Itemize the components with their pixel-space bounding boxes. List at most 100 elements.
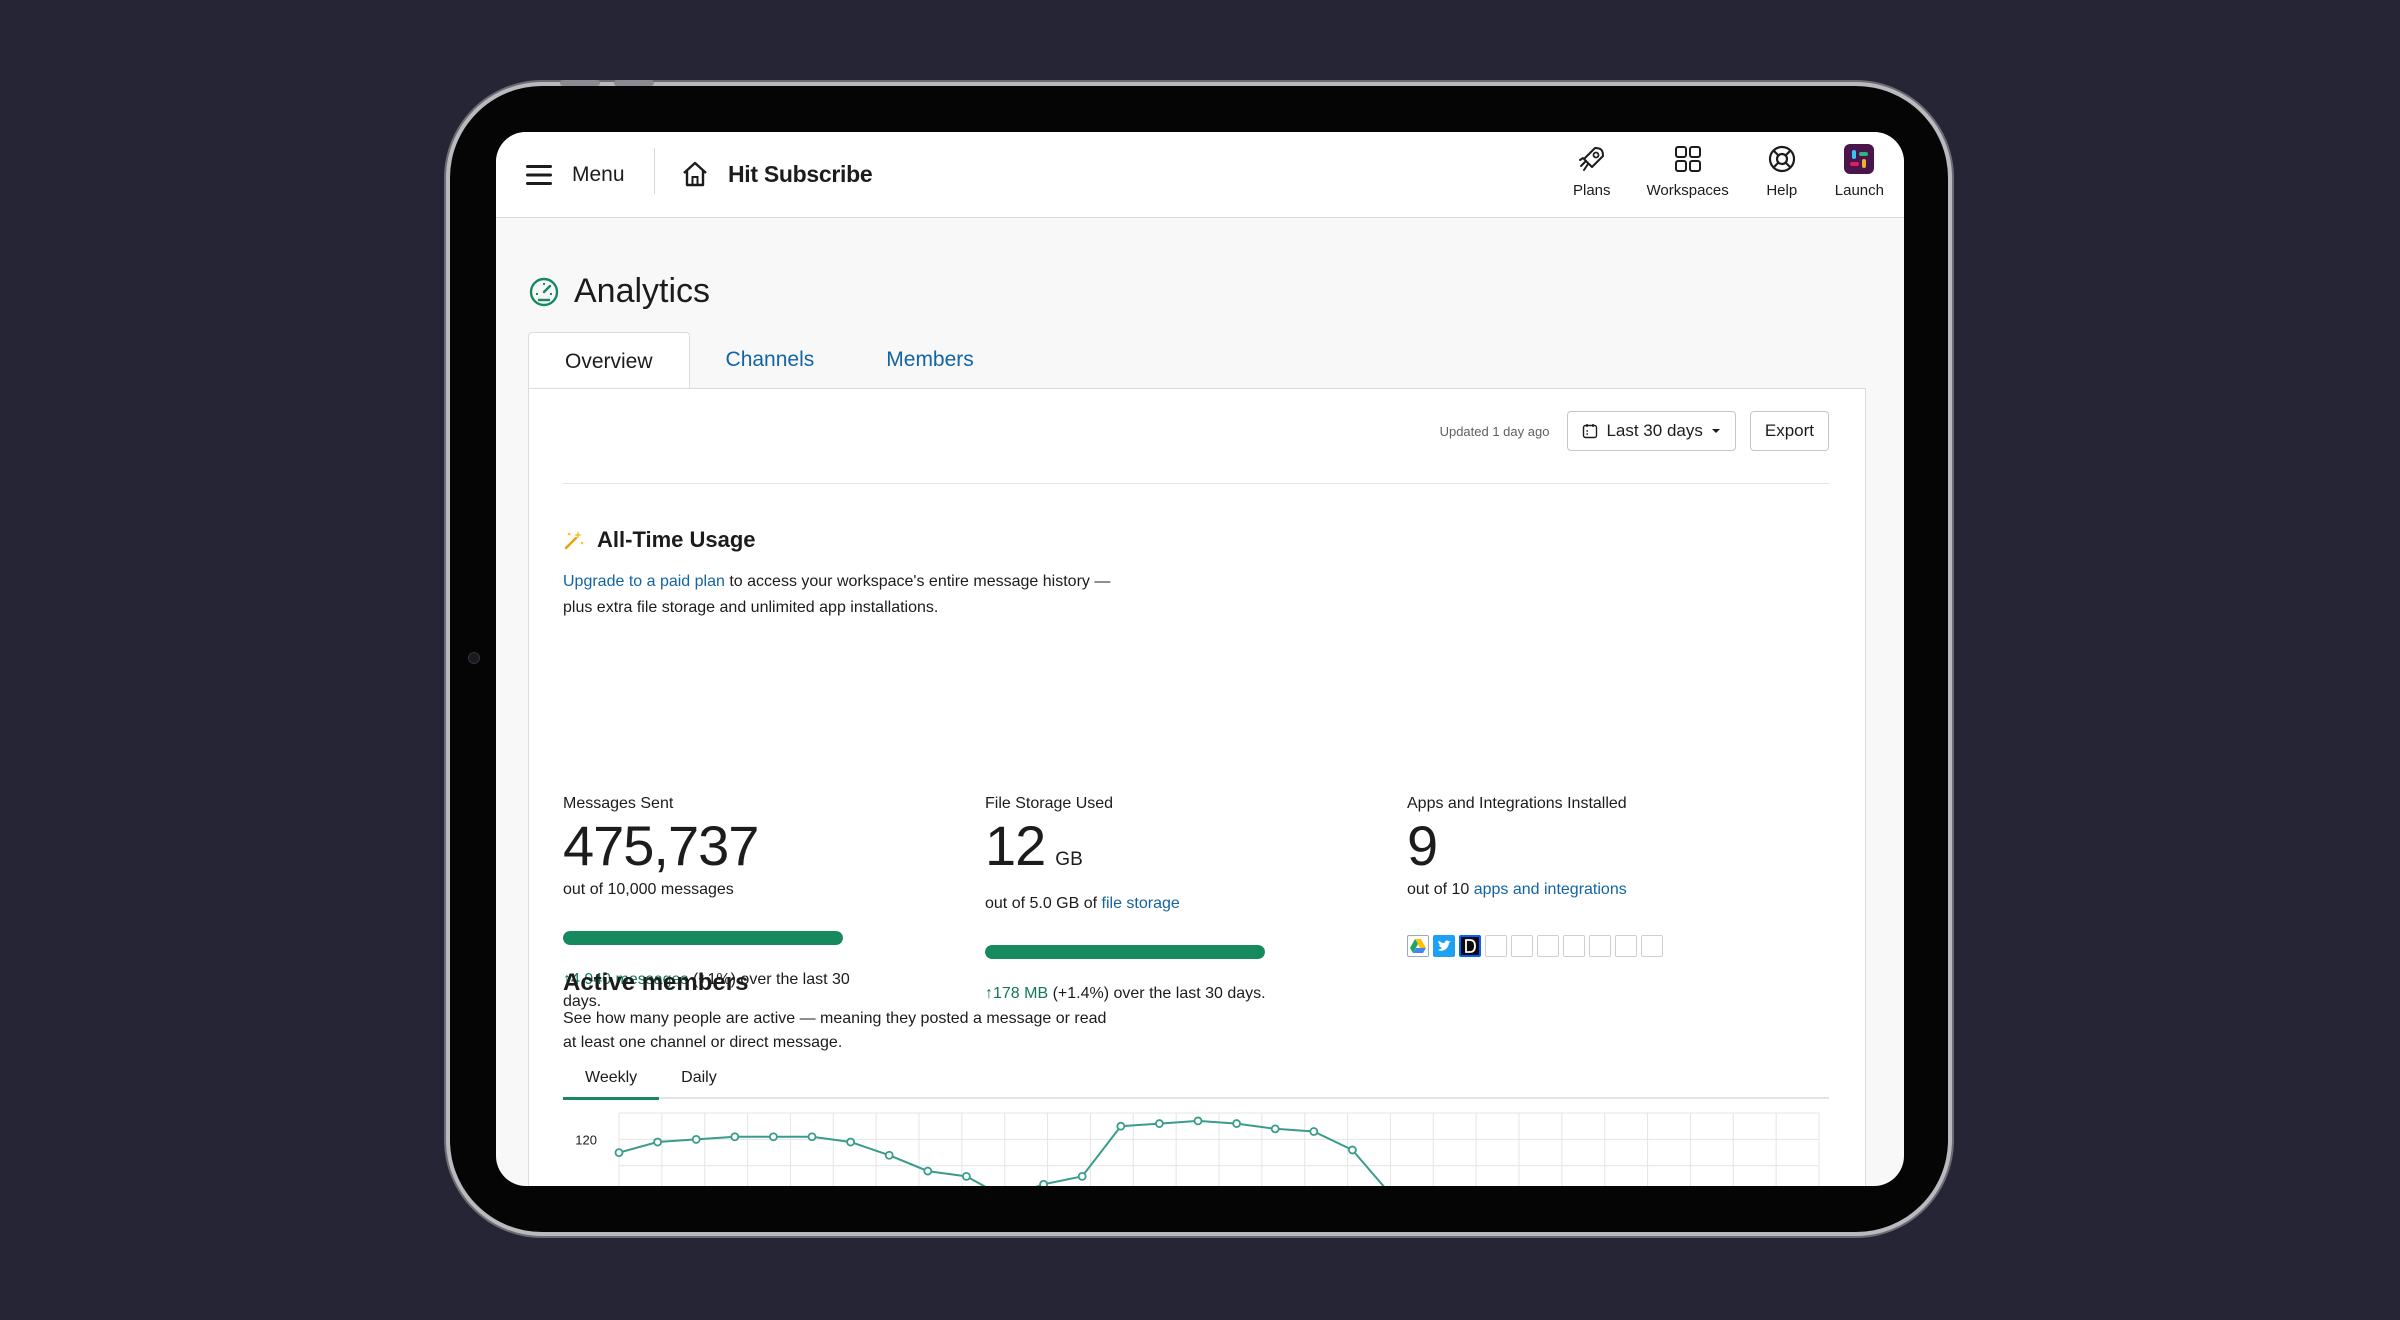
stat-sub: out of 5.0 GB of file storage xyxy=(985,895,1285,913)
workspace-home[interactable]: Hit Subscribe xyxy=(680,152,873,196)
menu-button[interactable]: Menu xyxy=(526,154,625,196)
data-point[interactable] xyxy=(1155,1119,1164,1128)
am-desc-line2: at least one channel or direct message. xyxy=(563,1034,843,1051)
tab-weekly[interactable]: Weekly xyxy=(563,1059,660,1100)
apps-integrations-link[interactable]: apps and integrations xyxy=(1473,881,1627,898)
stat-label: Messages Sent xyxy=(563,795,674,812)
all-time-usage-title: All-Time Usage xyxy=(597,527,756,552)
am-desc-line1: See how many people are active — meaning… xyxy=(563,1010,1107,1027)
data-point[interactable] xyxy=(846,1137,856,1147)
active-members-description: See how many people are active — meaning… xyxy=(563,1007,1183,1055)
all-time-usage-heading: All-Time Usage xyxy=(563,527,756,553)
data-point[interactable] xyxy=(1309,1127,1319,1136)
tab-daily[interactable]: Daily xyxy=(681,1069,717,1086)
delta-link[interactable]: ↑4,940 messages xyxy=(563,971,689,988)
stat-value: 9 xyxy=(1407,814,1438,877)
stat-value: 12 xyxy=(985,814,1046,877)
progress-fill xyxy=(985,945,1265,959)
usage-desc-line2: plus extra file storage and unlimited ap… xyxy=(563,599,939,616)
export-button[interactable]: Export xyxy=(1749,411,1829,451)
empty-app-slot xyxy=(1641,935,1663,957)
magic-wand-icon xyxy=(564,531,584,550)
empty-app-slot xyxy=(1589,935,1611,957)
stat-sub-prefix: out of 10 xyxy=(1407,881,1474,898)
data-point[interactable] xyxy=(614,1148,624,1157)
data-point[interactable] xyxy=(1039,1179,1048,1186)
divider xyxy=(654,148,655,194)
menu-label: Menu xyxy=(572,163,625,186)
tab-members[interactable]: Members xyxy=(886,348,974,371)
calendar-icon xyxy=(1583,424,1598,439)
data-point[interactable] xyxy=(653,1137,662,1147)
y-tick-label: 100 xyxy=(575,1185,597,1186)
twitter-icon[interactable] xyxy=(1433,935,1455,957)
home-icon xyxy=(683,161,707,187)
data-point[interactable] xyxy=(1077,1171,1087,1181)
nav-help[interactable]: Help xyxy=(1765,142,1799,199)
empty-app-slot xyxy=(1563,935,1585,957)
nav-launch-label: Launch xyxy=(1834,182,1884,199)
stat-sub: out of 10,000 messages xyxy=(563,881,734,898)
stat-sub: out of 10 apps and integrations xyxy=(1407,881,1747,899)
stat-value: 475,737 xyxy=(563,814,759,877)
overview-panel: Updated 1 day ago Last 30 days Export xyxy=(528,388,1866,1186)
data-point[interactable] xyxy=(1270,1124,1280,1134)
stat-value-row: 12 GB xyxy=(985,813,1285,893)
grid-icon xyxy=(1674,146,1701,172)
progress-bar xyxy=(985,945,1265,959)
google-drive-icon[interactable] xyxy=(1407,935,1429,957)
messages-sent-stat: Messages Sent 475,737 out of 10,000 mess… xyxy=(563,795,863,1013)
rocket-icon xyxy=(1578,147,1604,171)
data-point[interactable] xyxy=(768,1132,778,1142)
empty-app-slot xyxy=(1537,935,1559,957)
data-point[interactable] xyxy=(923,1166,933,1176)
file-storage-stat: File Storage Used 12 GB out of 5.0 GB of … xyxy=(985,795,1285,1005)
nav-plans[interactable]: Plans xyxy=(1573,142,1611,199)
data-point[interactable] xyxy=(691,1135,701,1144)
updated-text: Updated 1 day ago xyxy=(1439,423,1550,439)
tab-overview[interactable]: Overview xyxy=(528,332,690,390)
active-members-title-wrap: Active members xyxy=(563,969,748,997)
progress-fill xyxy=(563,931,843,945)
usage-desc-line1: to access your workspace's entire messag… xyxy=(724,573,1111,590)
apps-installed-stat: Apps and Integrations Installed 9 out of… xyxy=(1407,795,1747,957)
nav-plans-label: Plans xyxy=(1572,182,1611,199)
active-members-title: Active members xyxy=(563,969,749,996)
data-point[interactable] xyxy=(1348,1145,1357,1155)
data-point[interactable] xyxy=(1232,1119,1241,1128)
stat-unit: GB xyxy=(1055,849,1083,870)
active-members-tabs: Weekly Daily xyxy=(563,1059,1829,1100)
dropbox-paper-icon[interactable] xyxy=(1459,935,1481,957)
data-point[interactable] xyxy=(1116,1121,1126,1131)
stat-label: File Storage Used xyxy=(985,795,1114,812)
stat-delta: ↑178 MB (+1.4%) over the last 30 days. xyxy=(985,983,1275,1005)
stat-sub-prefix: out of 5.0 GB of xyxy=(985,895,1102,912)
speedometer-icon xyxy=(529,277,559,306)
tab-channels[interactable]: Channels xyxy=(725,348,815,371)
y-tick-label: 120 xyxy=(575,1132,597,1147)
nav-workspaces[interactable]: Workspaces xyxy=(1647,142,1729,199)
upgrade-plan-link[interactable]: Upgrade to a paid plan xyxy=(563,573,725,590)
caret-down-icon xyxy=(1711,429,1720,433)
volume-button xyxy=(560,80,600,86)
usage-description: Upgrade to a paid plan to access your wo… xyxy=(563,569,1123,621)
app-screen: Menu Hit Subscribe Plans xyxy=(496,132,1904,1186)
delta-link[interactable]: ↑178 MB xyxy=(985,985,1049,1002)
data-point[interactable] xyxy=(1193,1116,1203,1126)
data-point[interactable] xyxy=(730,1132,740,1142)
date-range-dropdown[interactable]: Last 30 days xyxy=(1567,411,1736,451)
data-point[interactable] xyxy=(961,1171,971,1181)
workspace-name: Hit Subscribe xyxy=(728,160,873,187)
data-point[interactable] xyxy=(807,1132,817,1142)
series-line xyxy=(618,1119,1385,1186)
progress-bar xyxy=(563,931,843,945)
delta-text: (+1.4%) over the last 30 days. xyxy=(1048,985,1266,1002)
data-point[interactable] xyxy=(884,1150,894,1160)
front-camera xyxy=(468,652,480,664)
file-storage-link[interactable]: file storage xyxy=(1101,895,1180,912)
nav-launch[interactable]: Launch xyxy=(1835,142,1884,199)
top-nav: Plans Workspaces xyxy=(1573,142,1884,199)
installed-apps-row xyxy=(1407,935,1747,957)
delta-text: (+1%) over the last 30 days. xyxy=(563,971,850,1010)
active-members-chart: 120 100 xyxy=(575,1112,1820,1186)
